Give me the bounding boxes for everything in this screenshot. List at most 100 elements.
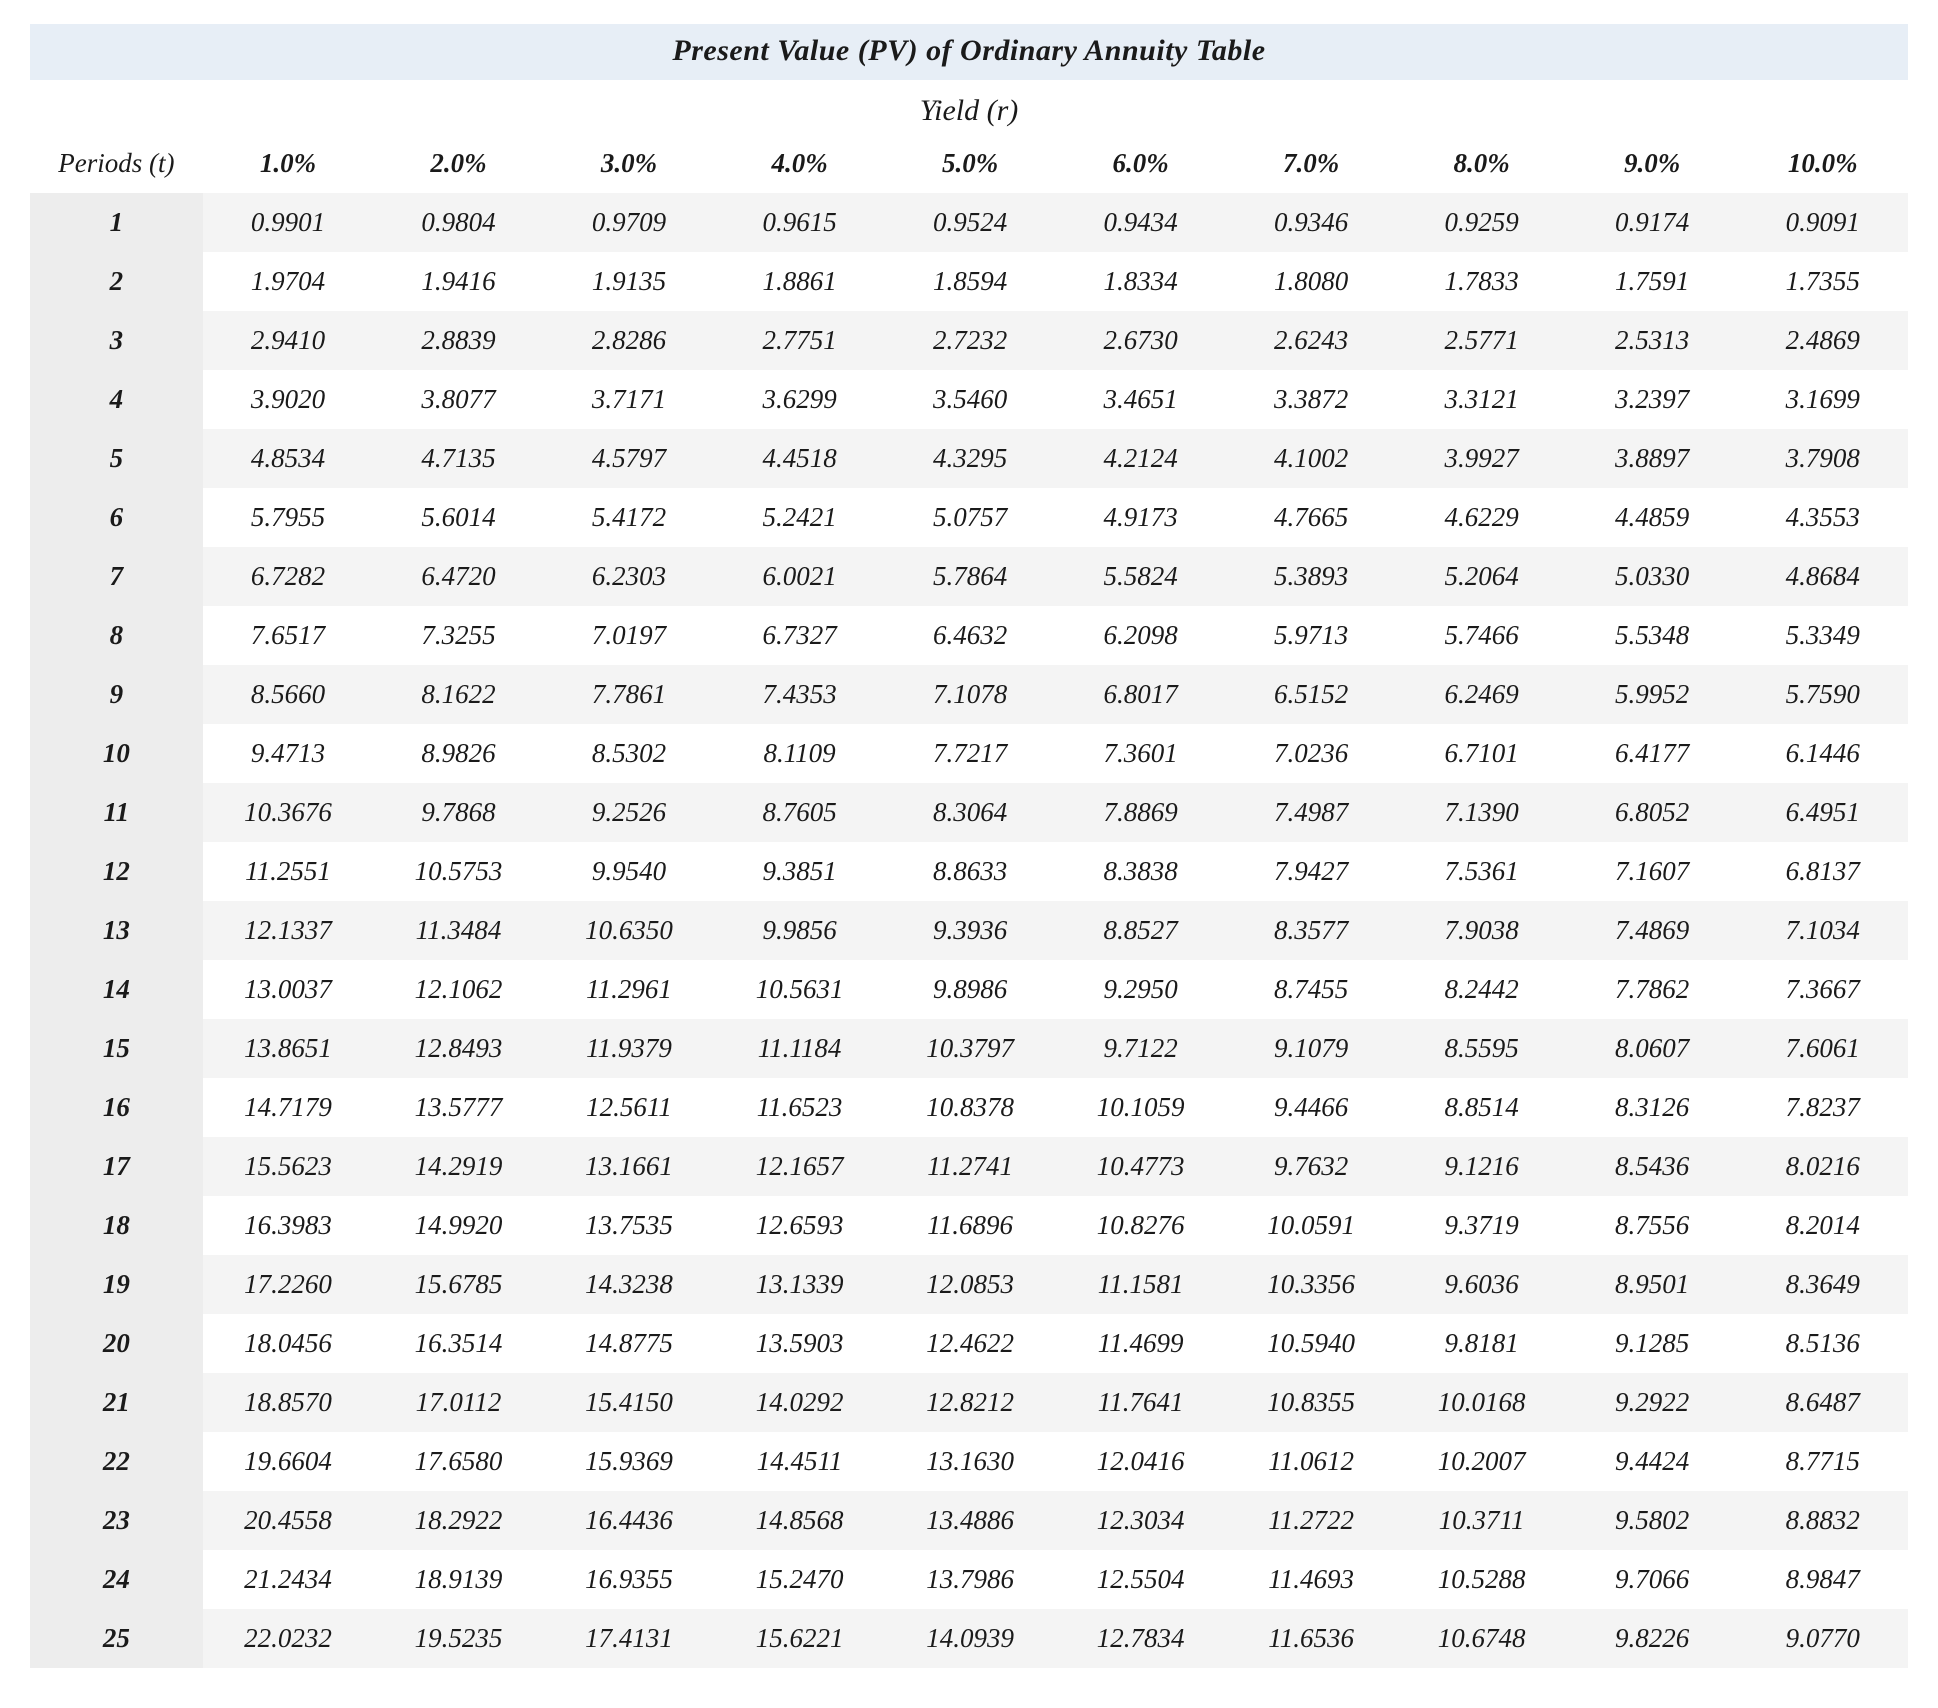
value-cell: 10.3797 (885, 1019, 1056, 1078)
value-cell: 1.7591 (1567, 252, 1738, 311)
table-row: 1917.226015.678514.323813.133912.085311.… (30, 1255, 1908, 1314)
value-cell: 4.9173 (1055, 488, 1226, 547)
value-cell: 13.1339 (714, 1255, 885, 1314)
value-cell: 5.5348 (1567, 606, 1738, 665)
value-cell: 5.9713 (1226, 606, 1397, 665)
value-cell: 7.1034 (1737, 901, 1908, 960)
value-cell: 5.7864 (885, 547, 1056, 606)
value-cell: 11.4699 (1055, 1314, 1226, 1373)
period-cell: 12 (30, 842, 203, 901)
value-cell: 6.2098 (1055, 606, 1226, 665)
value-cell: 7.9427 (1226, 842, 1397, 901)
period-cell: 25 (30, 1609, 203, 1668)
value-cell: 8.0216 (1737, 1137, 1908, 1196)
value-cell: 7.9038 (1396, 901, 1567, 960)
value-cell: 9.9856 (714, 901, 885, 960)
value-cell: 9.1285 (1567, 1314, 1738, 1373)
value-cell: 13.1661 (544, 1137, 715, 1196)
value-cell: 2.8839 (373, 311, 544, 370)
value-cell: 9.8181 (1396, 1314, 1567, 1373)
rate-header: 1.0% (203, 134, 374, 193)
value-cell: 0.9346 (1226, 193, 1397, 252)
period-cell: 8 (30, 606, 203, 665)
value-cell: 6.4951 (1737, 783, 1908, 842)
table-row: 98.56608.16227.78617.43537.10786.80176.5… (30, 665, 1908, 724)
value-cell: 10.6350 (544, 901, 715, 960)
period-cell: 21 (30, 1373, 203, 1432)
value-cell: 6.8137 (1737, 842, 1908, 901)
value-cell: 12.5611 (544, 1078, 715, 1137)
value-cell: 7.7861 (544, 665, 715, 724)
period-cell: 7 (30, 547, 203, 606)
value-cell: 9.3851 (714, 842, 885, 901)
header-row: Periods (t) 1.0% 2.0% 3.0% 4.0% 5.0% 6.0… (30, 134, 1908, 193)
value-cell: 7.4353 (714, 665, 885, 724)
value-cell: 17.4131 (544, 1609, 715, 1668)
value-cell: 13.5903 (714, 1314, 885, 1373)
period-cell: 5 (30, 429, 203, 488)
value-cell: 18.8570 (203, 1373, 374, 1432)
value-cell: 16.9355 (544, 1550, 715, 1609)
value-cell: 0.9524 (885, 193, 1056, 252)
value-cell: 4.3553 (1737, 488, 1908, 547)
value-cell: 16.4436 (544, 1491, 715, 1550)
value-cell: 18.2922 (373, 1491, 544, 1550)
value-cell: 3.7171 (544, 370, 715, 429)
value-cell: 9.2526 (544, 783, 715, 842)
period-cell: 10 (30, 724, 203, 783)
period-cell: 15 (30, 1019, 203, 1078)
value-cell: 7.4987 (1226, 783, 1397, 842)
rate-header: 8.0% (1396, 134, 1567, 193)
value-cell: 2.5771 (1396, 311, 1567, 370)
value-cell: 5.2064 (1396, 547, 1567, 606)
table-row: 1513.865112.849311.937911.118410.37979.7… (30, 1019, 1908, 1078)
value-cell: 10.0168 (1396, 1373, 1567, 1432)
value-cell: 7.3667 (1737, 960, 1908, 1019)
value-cell: 1.9704 (203, 252, 374, 311)
value-cell: 8.1622 (373, 665, 544, 724)
value-cell: 7.6061 (1737, 1019, 1908, 1078)
value-cell: 9.7868 (373, 783, 544, 842)
value-cell: 3.3121 (1396, 370, 1567, 429)
value-cell: 13.7535 (544, 1196, 715, 1255)
value-cell: 6.5152 (1226, 665, 1397, 724)
value-cell: 5.7955 (203, 488, 374, 547)
value-cell: 9.6036 (1396, 1255, 1567, 1314)
period-cell: 4 (30, 370, 203, 429)
table-row: 76.72826.47206.23036.00215.78645.58245.3… (30, 547, 1908, 606)
value-cell: 6.7101 (1396, 724, 1567, 783)
value-cell: 4.3295 (885, 429, 1056, 488)
period-cell: 17 (30, 1137, 203, 1196)
value-cell: 8.9826 (373, 724, 544, 783)
value-cell: 9.7066 (1567, 1550, 1738, 1609)
value-cell: 9.3719 (1396, 1196, 1567, 1255)
value-cell: 17.6580 (373, 1432, 544, 1491)
value-cell: 9.7632 (1226, 1137, 1397, 1196)
value-cell: 8.7605 (714, 783, 885, 842)
value-cell: 10.5940 (1226, 1314, 1397, 1373)
table-row: 1312.133711.348410.63509.98569.39368.852… (30, 901, 1908, 960)
period-cell: 11 (30, 783, 203, 842)
value-cell: 8.3577 (1226, 901, 1397, 960)
value-cell: 7.7217 (885, 724, 1056, 783)
value-cell: 15.9369 (544, 1432, 715, 1491)
value-cell: 10.3356 (1226, 1255, 1397, 1314)
value-cell: 8.1109 (714, 724, 885, 783)
value-cell: 11.2741 (885, 1137, 1056, 1196)
table-title: Present Value (PV) of Ordinary Annuity T… (30, 24, 1908, 80)
table-row: 21.97041.94161.91351.88611.85941.83341.8… (30, 252, 1908, 311)
value-cell: 11.9379 (544, 1019, 715, 1078)
value-cell: 14.8775 (544, 1314, 715, 1373)
value-cell: 2.5313 (1567, 311, 1738, 370)
periods-header: Periods (t) (30, 134, 203, 193)
value-cell: 11.6896 (885, 1196, 1056, 1255)
value-cell: 10.2007 (1396, 1432, 1567, 1491)
value-cell: 18.0456 (203, 1314, 374, 1373)
value-cell: 5.0330 (1567, 547, 1738, 606)
value-cell: 2.6730 (1055, 311, 1226, 370)
value-cell: 4.8684 (1737, 547, 1908, 606)
value-cell: 7.0236 (1226, 724, 1397, 783)
period-cell: 22 (30, 1432, 203, 1491)
value-cell: 0.9615 (714, 193, 885, 252)
value-cell: 10.8378 (885, 1078, 1056, 1137)
